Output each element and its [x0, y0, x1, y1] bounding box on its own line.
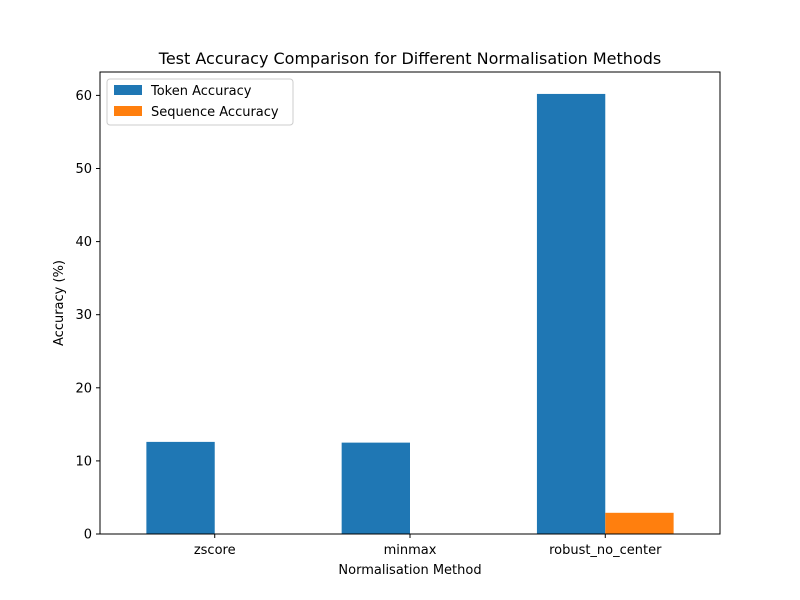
- legend-box: [106, 78, 294, 126]
- bar-token-zscore: [146, 441, 215, 534]
- y-axis-label: Accuracy (%): [52, 260, 67, 346]
- legend-label-sequence: Sequence Accuracy: [151, 105, 279, 120]
- bar-token-robust_no_center: [536, 93, 606, 534]
- chart-title: Test Accuracy Comparison for Different N…: [158, 49, 661, 68]
- x-axis: zscore minmax robust_no_center: [194, 534, 662, 558]
- y-axis: 0 10 20 30 40 50 60: [75, 89, 100, 543]
- legend-swatch-sequence: [114, 106, 142, 116]
- x-tick-label: minmax: [384, 543, 437, 558]
- y-tick-label: 10: [75, 454, 92, 469]
- y-tick-label: 30: [75, 308, 92, 323]
- legend: Token Accuracy Sequence Accuracy: [106, 78, 294, 126]
- legend-label-token: Token Accuracy: [150, 84, 252, 99]
- y-tick-label: 60: [75, 89, 92, 104]
- x-axis-label: Normalisation Method: [338, 563, 481, 578]
- bar-token-minmax: [341, 442, 410, 534]
- y-tick-label: 20: [75, 381, 92, 396]
- y-tick-label: 40: [75, 235, 92, 250]
- y-tick-label: 50: [75, 162, 92, 177]
- bars-layer: [146, 93, 674, 534]
- y-tick-label: 0: [84, 528, 92, 543]
- bar-sequence-robust_no_center: [605, 512, 674, 534]
- legend-swatch-token: [114, 85, 142, 95]
- x-tick-label: zscore: [194, 543, 236, 558]
- x-tick-label: robust_no_center: [549, 543, 662, 558]
